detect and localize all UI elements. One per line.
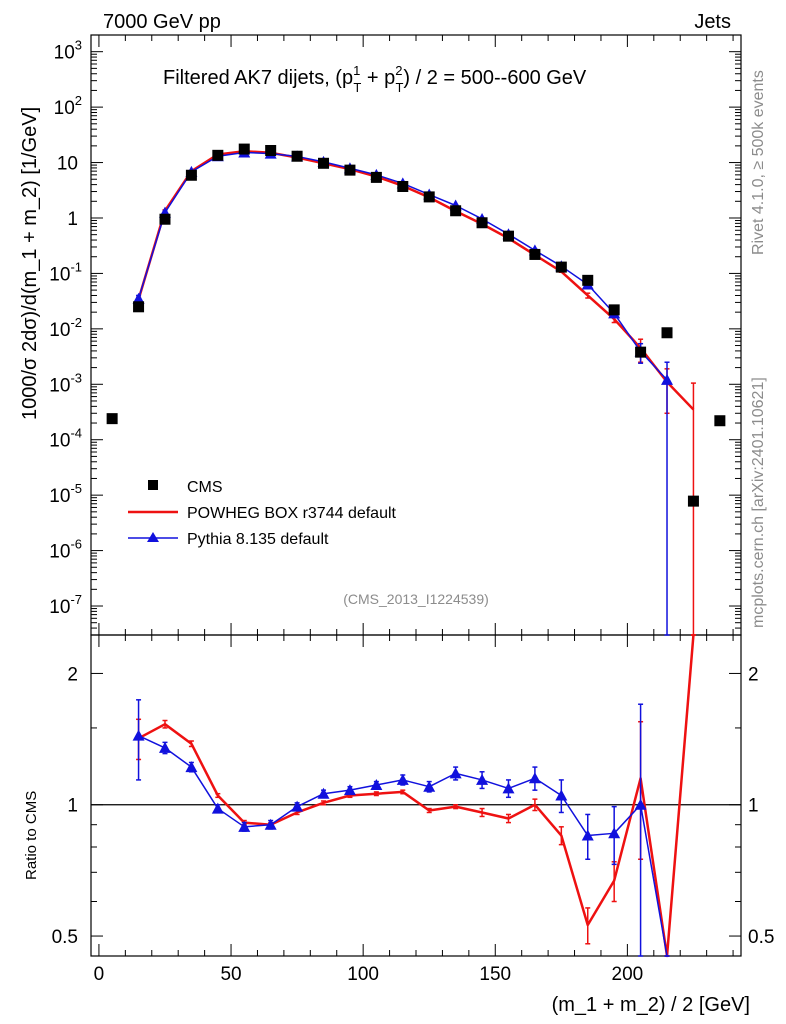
main-series (106, 143, 726, 636)
legend-pythia-label: Pythia 8.135 default (187, 531, 329, 548)
main-y-tick-label: 10-3 (49, 370, 82, 396)
cms-data-point (529, 248, 541, 260)
cms-data-point (370, 171, 382, 183)
main-y-tick-label: 10 (57, 154, 78, 175)
cms-data-point (106, 413, 118, 425)
ratio-pythia-marker (555, 789, 568, 801)
ratio-pythia-marker (608, 827, 621, 839)
cms-data-point (344, 164, 356, 176)
main-y-tick-label: 10-4 (49, 426, 82, 452)
ratio-pythia-marker (264, 818, 277, 830)
ratio-y-tick-label-right: 0.5 (748, 927, 774, 948)
x-tick-label: 150 (479, 964, 511, 985)
ratio-y-tick-label-right: 1 (748, 796, 759, 817)
cms-data-point (133, 301, 145, 313)
main-y-tick-label: 102 (54, 93, 82, 119)
category-label: Jets (694, 11, 731, 33)
main-y-tick-label: 10-6 (49, 537, 82, 563)
cms-data-point (608, 304, 620, 316)
ratio-pythia-marker (502, 782, 515, 794)
ratio-y-axis-label: Ratio to CMS (23, 791, 40, 880)
rivet-label: Rivet 4.1.0, ≥ 500k events (750, 70, 767, 255)
ratio-y-tick-label: 0.5 (52, 927, 78, 948)
x-tick-label: 0 (94, 964, 105, 985)
ratio-pythia-marker (317, 787, 330, 799)
ratio-y-tick-label: 2 (67, 664, 78, 685)
x-tick-label: 100 (347, 964, 379, 985)
pythia-marker (661, 373, 674, 385)
main-y-tick-label: 1 (67, 209, 78, 230)
cms-data-point (687, 495, 699, 507)
main-y-tick-label: 103 (54, 38, 82, 64)
ratio-pythia-marker (185, 761, 198, 773)
ratio-pythia-marker (343, 784, 356, 796)
ratio-pythia-marker (238, 820, 251, 832)
cms-data-point (238, 143, 250, 155)
cms-data-point (318, 157, 330, 169)
cms-data-point (159, 213, 171, 225)
main-y-tick-label: 10-1 (49, 259, 82, 285)
main-y-axis-label: 1000/σ 2dσ)/d(m_1 + m_2) [1/GeV] (19, 107, 41, 420)
ratio-pythia-marker (211, 802, 224, 814)
cms-data-point (476, 217, 488, 229)
ratio-y-tick-label-right: 2 (748, 664, 759, 685)
ratio-pythia-marker (528, 772, 541, 784)
ratio-pythia-marker (581, 829, 594, 841)
cms-data-point (635, 346, 647, 358)
ratio-series (132, 634, 696, 958)
cms-data-point (661, 327, 673, 339)
x-tick-label: 200 (612, 964, 644, 985)
legend-cms-marker (148, 480, 158, 490)
plot-title: Filtered AK7 dijets, (p1 T + p2 T) / 2 = 5… (163, 63, 587, 95)
cms-data-point (423, 191, 435, 203)
main-y-tick-label: 10-5 (49, 481, 82, 507)
ratio-y-tick-label: 1 (67, 796, 78, 817)
main-axes: 10-7 10-6 10-5 10-4 10-3 10-2 10-1 1 10 102 103 (49, 34, 741, 636)
cms-data-point (555, 261, 567, 273)
pythia-marker (132, 292, 145, 304)
legend-pythia-marker (147, 532, 159, 542)
main-y-tick-label: 10-2 (49, 315, 82, 341)
x-tick-label: 50 (220, 964, 241, 985)
ratio-pythia-marker (291, 800, 304, 812)
cms-data-point (397, 180, 409, 192)
cms-data-point (185, 169, 197, 181)
ratio-pythia-marker (449, 767, 462, 779)
ratio-pythia-marker (370, 778, 383, 790)
beam-label: 7000 GeV pp (103, 11, 221, 33)
ratio-axes: 0 50 100 150 200 0.5 0.5 1 1 2 2 (52, 635, 774, 985)
cms-data-point (582, 274, 594, 286)
legend-powheg-label: POWHEG BOX r3744 default (187, 505, 397, 522)
analysis-id: (CMS_2013_I1224539) (343, 591, 489, 607)
cms-data-point (502, 230, 514, 242)
powheg-line (137, 149, 695, 411)
main-y-tick-label: 10-7 (49, 592, 82, 618)
ratio-pythia-marker (476, 773, 489, 785)
cms-data-point (714, 415, 726, 427)
ratio-pythia-marker (634, 798, 647, 810)
mcplots-label: mcplots.cern.ch [arXiv:2401.10621] (750, 377, 767, 628)
ratio-pythia-marker (396, 773, 409, 785)
cms-data-point (450, 205, 462, 217)
cms-data-point (212, 149, 224, 161)
cms-data-point (291, 150, 303, 162)
ratio-powheg-line (137, 634, 695, 958)
ratio-pythia-marker (132, 729, 145, 741)
cms-data-point (265, 144, 277, 156)
legend-cms-label: CMS (187, 479, 223, 496)
legend: CMS POWHEG BOX r3744 default Pythia 8.13… (128, 479, 397, 548)
ratio-pythia-marker (423, 780, 436, 792)
ratio-pythia-marker (158, 741, 171, 753)
x-axis-label: (m_1 + m_2) / 2 [GeV] (552, 994, 750, 1016)
